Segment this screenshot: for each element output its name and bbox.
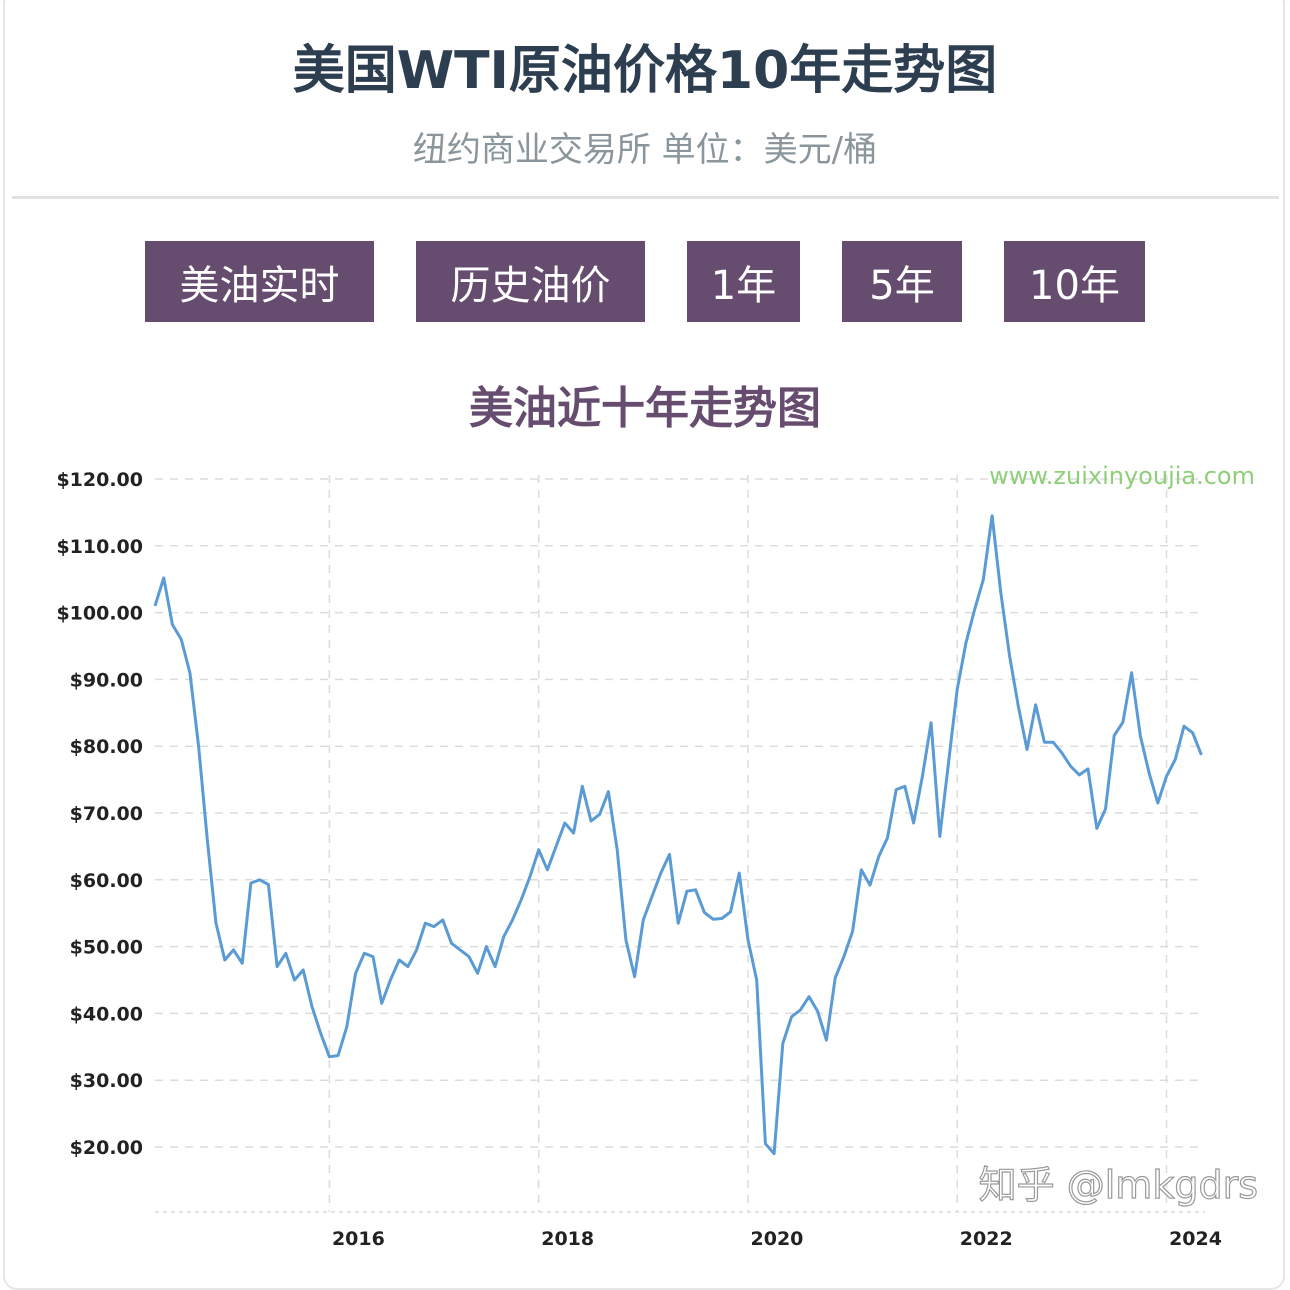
- x-tick-label: 2020: [751, 1228, 804, 1250]
- y-tick-label: $50.00: [70, 937, 143, 959]
- y-tick-label: $70.00: [70, 803, 143, 825]
- y-tick-label: $30.00: [70, 1070, 143, 1092]
- y-tick-label: $40.00: [70, 1003, 143, 1025]
- site-watermark: www.zuixinyoujia.com: [989, 462, 1255, 490]
- historical-price-button[interactable]: 历史油价: [416, 241, 645, 322]
- page-subtitle: 纽约商业交易所 单位：美元/桶: [412, 130, 878, 170]
- five-year-button[interactable]: 5年: [842, 241, 962, 322]
- y-tick-label: $20.00: [70, 1137, 143, 1159]
- y-tick-label: $120.00: [56, 469, 143, 491]
- x-tick-label: 2016: [332, 1228, 385, 1250]
- y-tick-label: $100.00: [56, 603, 143, 625]
- ten-year-button[interactable]: 10年: [1004, 241, 1145, 322]
- realtime-oil-button[interactable]: 美油实时: [145, 241, 374, 322]
- page-title: 美国WTI原油价格10年走势图: [292, 41, 998, 101]
- y-tick-label: $110.00: [56, 536, 143, 558]
- divider: [12, 196, 1279, 199]
- price-series-line: [153, 514, 1203, 1156]
- x-tick-label: 2018: [541, 1228, 594, 1250]
- y-tick-label: $90.00: [70, 669, 143, 691]
- x-tick-label: 2024: [1169, 1228, 1222, 1250]
- y-tick-label: $60.00: [70, 870, 143, 892]
- x-tick-label: 2022: [960, 1228, 1013, 1250]
- one-year-button[interactable]: 1年: [687, 241, 800, 322]
- zhihu-watermark: 知乎 @lmkgdrs: [979, 1163, 1258, 1207]
- chart-title: 美油近十年走势图: [469, 383, 821, 434]
- y-tick-label: $80.00: [70, 736, 143, 758]
